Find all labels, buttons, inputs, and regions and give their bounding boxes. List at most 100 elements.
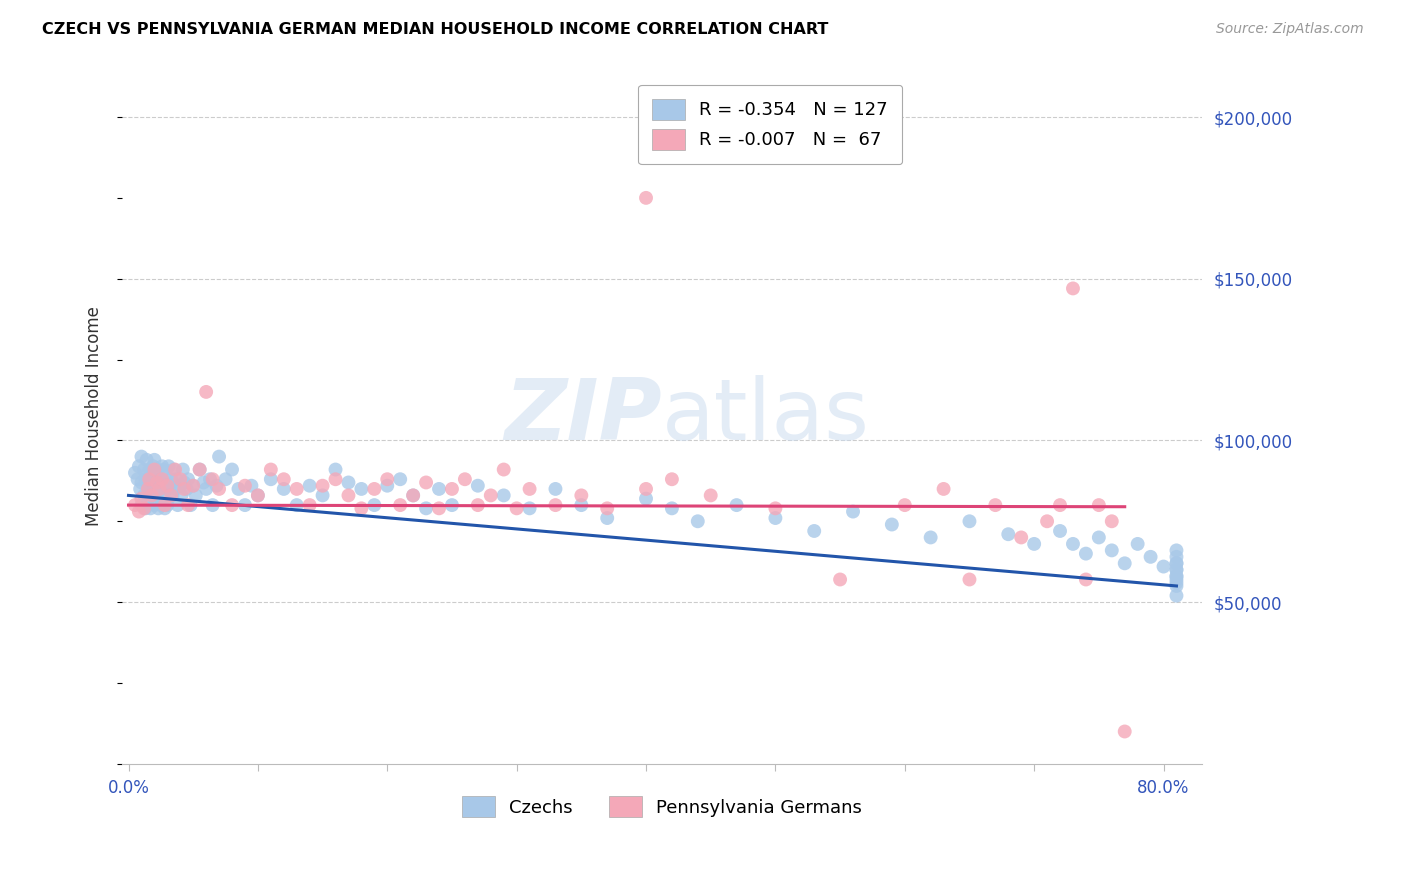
Point [661, 472, 683, 486]
Point [467, 498, 489, 512]
Point [136, 482, 159, 496]
Point [1166, 573, 1188, 587]
Point [544, 482, 567, 496]
Point [134, 501, 156, 516]
Point [1062, 537, 1084, 551]
Point [1049, 524, 1071, 538]
Point [141, 488, 163, 502]
Point [228, 482, 250, 496]
Point [1166, 569, 1188, 583]
Point [830, 573, 852, 587]
Point [165, 462, 187, 476]
Point [363, 498, 385, 512]
Point [686, 514, 709, 528]
Point [1153, 559, 1175, 574]
Point [195, 384, 218, 399]
Point [131, 491, 153, 506]
Point [205, 479, 228, 493]
Point [136, 491, 159, 506]
Point [959, 573, 981, 587]
Point [149, 498, 172, 512]
Point [188, 462, 211, 476]
Point [233, 479, 256, 493]
Point [298, 498, 321, 512]
Point [149, 482, 172, 496]
Point [1101, 543, 1123, 558]
Point [208, 450, 231, 464]
Point [492, 462, 515, 476]
Point [141, 488, 163, 502]
Point [132, 488, 155, 502]
Point [160, 488, 183, 502]
Y-axis label: Median Household Income: Median Household Income [86, 306, 103, 526]
Point [165, 472, 187, 486]
Point [1166, 543, 1188, 558]
Point [138, 472, 160, 486]
Point [479, 488, 502, 502]
Point [402, 488, 425, 502]
Point [127, 472, 149, 486]
Point [134, 472, 156, 486]
Point [1166, 549, 1188, 564]
Point [146, 475, 169, 490]
Point [180, 498, 202, 512]
Point [173, 482, 195, 496]
Point [325, 472, 347, 486]
Point [984, 498, 1007, 512]
Point [1114, 724, 1136, 739]
Point [440, 498, 463, 512]
Point [201, 498, 224, 512]
Point [150, 479, 173, 493]
Point [143, 498, 166, 512]
Point [176, 482, 198, 496]
Point [208, 482, 231, 496]
Point [184, 488, 207, 502]
Point [285, 498, 308, 512]
Point [240, 479, 263, 493]
Point [136, 466, 159, 480]
Point [1139, 549, 1161, 564]
Point [148, 482, 170, 496]
Point [569, 498, 592, 512]
Point [880, 517, 903, 532]
Point [569, 488, 592, 502]
Point [166, 498, 188, 512]
Point [1166, 579, 1188, 593]
Text: CZECH VS PENNSYLVANIA GERMAN MEDIAN HOUSEHOLD INCOME CORRELATION CHART: CZECH VS PENNSYLVANIA GERMAN MEDIAN HOUS… [42, 22, 828, 37]
Point [273, 472, 295, 486]
Point [1010, 531, 1032, 545]
Point [1126, 537, 1149, 551]
Point [155, 472, 177, 486]
Point [146, 462, 169, 476]
Point [233, 498, 256, 512]
Point [221, 498, 243, 512]
Point [932, 482, 955, 496]
Point [135, 453, 157, 467]
Legend: Czechs, Pennsylvania Germans: Czechs, Pennsylvania Germans [456, 789, 869, 824]
Point [173, 475, 195, 490]
Point [260, 462, 283, 476]
Point [131, 498, 153, 512]
Point [1101, 514, 1123, 528]
Point [153, 498, 176, 512]
Point [440, 482, 463, 496]
Point [337, 475, 360, 490]
Point [128, 459, 150, 474]
Point [725, 498, 748, 512]
Point [415, 475, 437, 490]
Point [129, 482, 152, 496]
Point [162, 488, 184, 502]
Point [1114, 557, 1136, 571]
Point [596, 511, 619, 525]
Point [763, 501, 786, 516]
Point [143, 472, 166, 486]
Point [136, 479, 159, 493]
Point [803, 524, 825, 538]
Point [152, 462, 174, 476]
Point [415, 501, 437, 516]
Point [634, 482, 657, 496]
Point [169, 472, 191, 486]
Point [519, 501, 541, 516]
Point [1166, 569, 1188, 583]
Point [214, 472, 236, 486]
